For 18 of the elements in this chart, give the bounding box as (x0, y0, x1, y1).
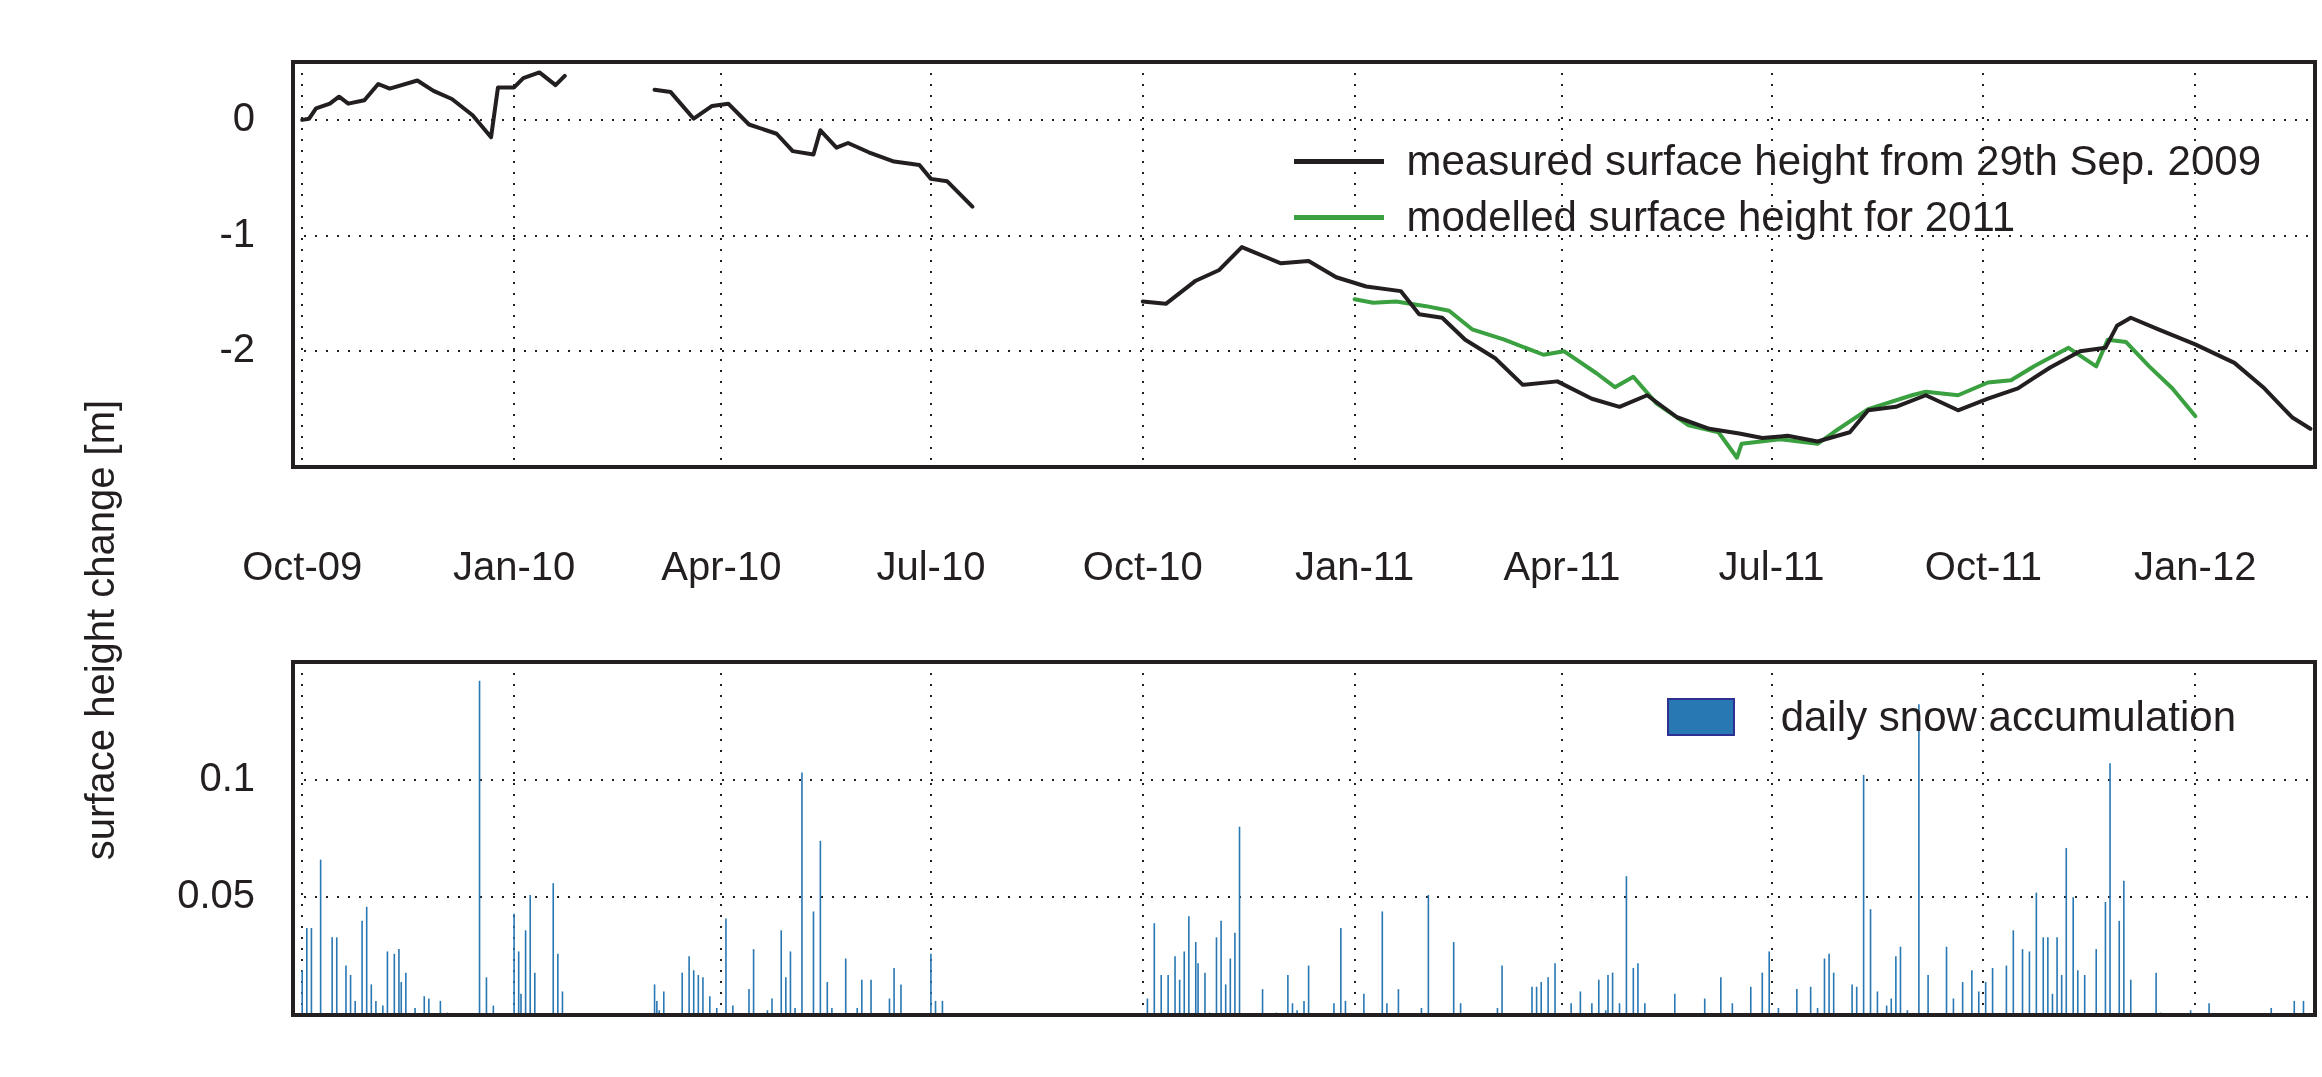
x-tick-label: Jan-12 (2134, 544, 2257, 589)
x-tick-label: Oct-11 (1924, 544, 2042, 589)
y-tick-label: 0.05 (177, 872, 255, 917)
y-tick-label: 0 (232, 94, 255, 139)
x-tick-label: Jan-10 (452, 544, 576, 589)
legend-label: modelled surface height for 2011 (1406, 192, 2016, 242)
x-tick-label: Apr-10 (661, 544, 782, 589)
legend-label: measured surface height from 29th Sep. 2009 (1406, 136, 2261, 186)
y-tick-label: -1 (219, 210, 255, 255)
x-tick-label: Oct-09 (242, 544, 363, 589)
x-tick-label: Jan-11 (1294, 544, 1415, 589)
y-axis-title: surface height change [m] (77, 399, 123, 861)
x-tick-label: Jul-10 (876, 544, 986, 589)
y-tick-label: -2 (219, 326, 255, 371)
x-tick-label: Jul-11 (1718, 544, 1825, 589)
y-tick-label: 0.1 (199, 754, 255, 799)
x-tick-label: Apr-11 (1503, 544, 1621, 589)
x-tick-label: Oct-10 (1082, 544, 1203, 589)
